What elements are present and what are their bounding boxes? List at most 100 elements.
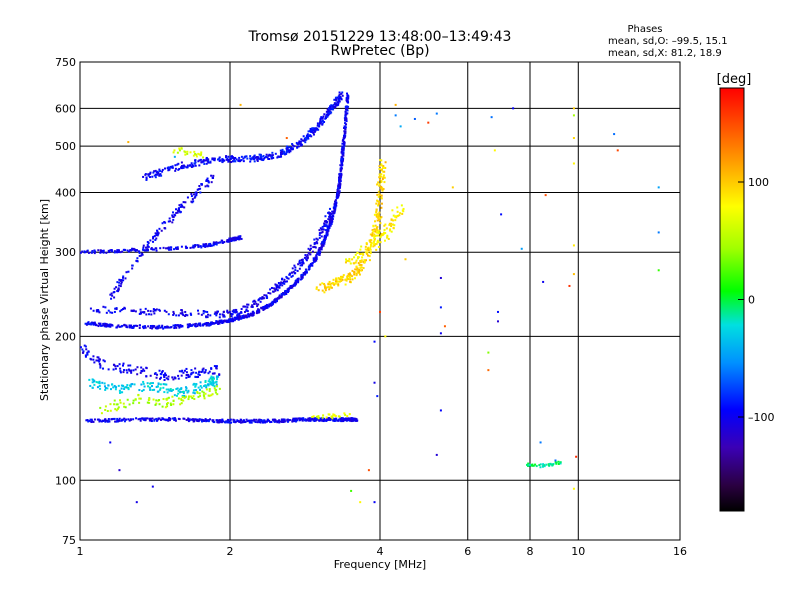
data-point bbox=[337, 283, 340, 286]
data-point bbox=[145, 176, 148, 179]
data-point bbox=[321, 241, 324, 244]
data-point bbox=[168, 417, 171, 420]
data-point bbox=[149, 310, 152, 313]
data-point bbox=[178, 204, 181, 207]
data-point bbox=[217, 375, 220, 378]
data-point bbox=[311, 131, 314, 134]
data-point bbox=[512, 107, 515, 110]
data-point bbox=[207, 181, 210, 184]
data-point bbox=[242, 160, 245, 163]
data-point bbox=[152, 398, 155, 401]
data-point bbox=[110, 292, 113, 295]
data-point bbox=[291, 143, 294, 146]
data-point bbox=[155, 385, 158, 388]
data-point bbox=[184, 245, 187, 248]
data-point bbox=[245, 155, 248, 158]
data-point bbox=[206, 316, 209, 319]
data-point bbox=[388, 229, 391, 232]
data-point bbox=[109, 311, 112, 314]
data-point bbox=[238, 235, 241, 238]
data-point bbox=[158, 399, 161, 402]
data-point bbox=[159, 173, 162, 176]
data-point bbox=[102, 322, 105, 325]
data-point bbox=[273, 298, 276, 301]
data-point bbox=[273, 420, 276, 423]
data-point bbox=[218, 157, 221, 160]
data-point bbox=[285, 292, 288, 295]
data-point bbox=[254, 421, 257, 424]
data-point bbox=[349, 274, 352, 277]
data-point bbox=[309, 419, 312, 422]
data-point bbox=[238, 312, 241, 315]
data-point bbox=[103, 324, 106, 327]
x-tick-label: 6 bbox=[464, 545, 471, 558]
data-point bbox=[348, 413, 351, 416]
data-point bbox=[315, 415, 318, 418]
data-point bbox=[330, 218, 333, 221]
data-point bbox=[103, 322, 106, 325]
data-point bbox=[373, 213, 376, 216]
data-point bbox=[346, 275, 349, 278]
data-point bbox=[271, 154, 274, 157]
data-point bbox=[435, 112, 438, 115]
data-point bbox=[95, 324, 98, 327]
data-point bbox=[115, 308, 118, 311]
data-point bbox=[86, 351, 89, 354]
data-point bbox=[380, 202, 383, 205]
data-point bbox=[154, 173, 157, 176]
data-point bbox=[96, 356, 99, 359]
data-point bbox=[113, 296, 116, 299]
data-point bbox=[364, 245, 367, 248]
data-point bbox=[208, 388, 211, 391]
data-point bbox=[325, 113, 328, 116]
data-point bbox=[326, 233, 329, 236]
data-point bbox=[539, 463, 542, 466]
data-point bbox=[205, 162, 208, 165]
data-point bbox=[192, 389, 195, 392]
data-point bbox=[256, 309, 259, 312]
data-point bbox=[313, 259, 316, 262]
data-point bbox=[164, 372, 167, 375]
data-point bbox=[112, 417, 115, 420]
data-point bbox=[318, 124, 321, 127]
data-point bbox=[102, 359, 105, 362]
colorbar-tick-label: 100 bbox=[748, 176, 769, 189]
data-point bbox=[396, 214, 399, 217]
data-point bbox=[310, 135, 313, 138]
data-point bbox=[168, 389, 171, 392]
data-point bbox=[527, 464, 530, 467]
data-point bbox=[182, 166, 185, 169]
data-point bbox=[229, 419, 232, 422]
data-point bbox=[323, 220, 326, 223]
data-point bbox=[216, 375, 219, 378]
data-point bbox=[286, 288, 289, 291]
data-point bbox=[344, 261, 347, 264]
data-point bbox=[222, 420, 225, 423]
data-point bbox=[280, 278, 283, 281]
data-point bbox=[239, 103, 242, 106]
data-point bbox=[373, 244, 376, 247]
data-point bbox=[274, 289, 277, 292]
data-point bbox=[276, 289, 279, 292]
data-point bbox=[161, 370, 164, 373]
data-point bbox=[375, 248, 378, 251]
data-point bbox=[342, 145, 345, 148]
data-point bbox=[181, 394, 184, 397]
data-point bbox=[240, 159, 243, 162]
data-point bbox=[103, 382, 106, 385]
data-point bbox=[117, 324, 120, 327]
data-point bbox=[192, 165, 195, 168]
data-point bbox=[379, 159, 382, 162]
data-point bbox=[140, 383, 143, 386]
data-point bbox=[213, 365, 216, 368]
data-point bbox=[277, 155, 280, 158]
y-tick-label: 100 bbox=[55, 474, 76, 487]
data-point bbox=[349, 278, 352, 281]
data-point bbox=[92, 379, 95, 382]
data-point bbox=[383, 228, 386, 231]
data-point bbox=[195, 192, 198, 195]
data-point bbox=[166, 391, 169, 394]
data-point bbox=[309, 127, 312, 130]
data-point bbox=[345, 417, 348, 420]
data-point bbox=[153, 248, 156, 251]
